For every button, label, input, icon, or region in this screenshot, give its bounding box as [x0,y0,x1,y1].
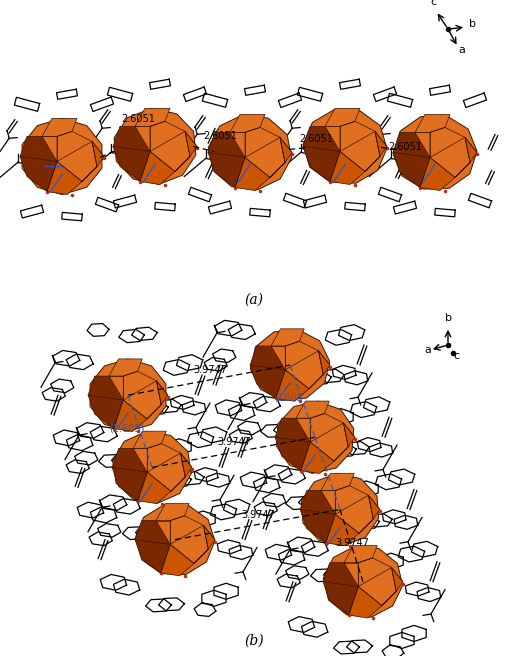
Polygon shape [285,341,323,389]
Polygon shape [335,485,373,533]
Polygon shape [393,133,430,188]
Polygon shape [349,586,382,618]
Polygon shape [109,359,142,376]
Polygon shape [230,114,265,133]
Polygon shape [326,514,359,546]
Polygon shape [135,521,170,573]
Polygon shape [365,131,387,171]
Text: 2.6051: 2.6051 [121,114,155,125]
Polygon shape [82,142,104,182]
Polygon shape [194,525,215,564]
Text: (2.605): (2.605) [109,423,145,433]
Polygon shape [156,503,189,521]
Polygon shape [271,329,304,346]
Polygon shape [301,442,334,474]
Polygon shape [112,448,147,501]
Polygon shape [235,157,270,190]
Text: 2.605: 2.605 [275,393,303,403]
Polygon shape [135,505,215,575]
Polygon shape [20,136,57,192]
Polygon shape [309,351,330,389]
Polygon shape [113,432,192,503]
Polygon shape [359,495,380,533]
Polygon shape [276,401,354,474]
Polygon shape [310,413,348,461]
Polygon shape [323,546,403,617]
Text: 2.6051: 2.6051 [388,142,422,152]
Polygon shape [208,133,245,188]
Text: (b): (b) [244,634,264,648]
Polygon shape [175,131,197,171]
Polygon shape [270,137,292,178]
Text: c: c [430,0,436,7]
Polygon shape [296,401,329,419]
Polygon shape [161,544,194,576]
Polygon shape [22,118,102,195]
Text: b: b [468,19,475,29]
Polygon shape [325,108,360,127]
Polygon shape [303,127,340,182]
Polygon shape [150,121,190,171]
Polygon shape [147,443,185,491]
Polygon shape [47,161,82,195]
Polygon shape [133,431,166,448]
Polygon shape [301,474,379,546]
Polygon shape [276,370,309,401]
Polygon shape [250,329,330,400]
Polygon shape [323,563,358,615]
Polygon shape [415,114,450,133]
Polygon shape [90,359,166,432]
Polygon shape [147,381,168,419]
Polygon shape [382,567,403,605]
Polygon shape [330,152,365,184]
Polygon shape [42,118,77,136]
Text: (a): (a) [244,293,264,307]
Polygon shape [245,127,285,178]
Polygon shape [138,472,171,504]
Polygon shape [340,121,380,171]
Text: 2.6051: 2.6051 [203,131,237,142]
Polygon shape [430,127,470,178]
Polygon shape [303,110,387,183]
Text: 3.9747: 3.9747 [335,538,369,548]
Polygon shape [57,131,97,182]
Polygon shape [114,108,196,184]
Polygon shape [321,473,354,491]
Polygon shape [170,516,208,564]
Text: a: a [424,345,431,355]
Polygon shape [334,423,355,461]
Polygon shape [123,371,161,419]
Polygon shape [171,453,192,491]
Polygon shape [393,116,477,189]
Text: a: a [459,45,465,55]
Polygon shape [275,419,310,470]
Polygon shape [300,491,335,543]
Polygon shape [250,346,285,398]
Polygon shape [113,127,150,182]
Polygon shape [88,376,123,428]
Polygon shape [420,157,455,190]
Polygon shape [140,152,175,184]
Text: c: c [453,351,459,361]
Text: 3.9747: 3.9747 [193,365,227,375]
Text: b: b [444,313,452,323]
Polygon shape [114,400,147,432]
Polygon shape [455,137,477,178]
Text: 3.9747: 3.9747 [241,510,275,520]
Polygon shape [344,546,377,563]
Polygon shape [358,558,396,605]
Polygon shape [208,115,292,190]
Polygon shape [135,108,170,127]
Text: 3.9747: 3.9747 [217,438,251,447]
Text: 2.6051: 2.6051 [299,134,333,144]
